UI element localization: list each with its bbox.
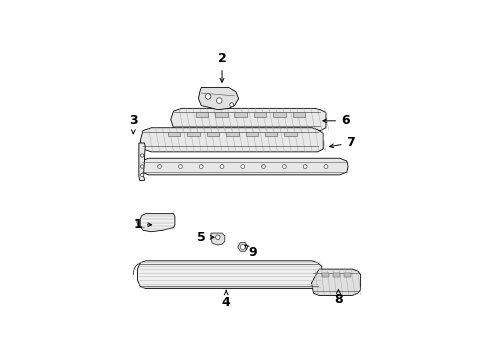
Polygon shape (196, 112, 208, 117)
Circle shape (282, 165, 286, 168)
Circle shape (178, 165, 182, 168)
Circle shape (158, 165, 162, 168)
Polygon shape (284, 132, 297, 136)
Text: 8: 8 (334, 289, 343, 306)
Polygon shape (215, 112, 227, 117)
Circle shape (216, 235, 220, 239)
Circle shape (141, 154, 144, 157)
Text: 1: 1 (133, 218, 151, 231)
Text: 7: 7 (330, 136, 355, 149)
Circle shape (230, 103, 234, 107)
Text: 4: 4 (222, 290, 231, 309)
Polygon shape (265, 132, 277, 136)
Polygon shape (245, 132, 258, 136)
Text: 6: 6 (323, 114, 350, 127)
Polygon shape (238, 243, 248, 251)
Circle shape (141, 173, 144, 176)
Polygon shape (140, 214, 175, 232)
Circle shape (199, 165, 203, 168)
Circle shape (217, 98, 222, 103)
Polygon shape (333, 273, 340, 278)
Polygon shape (322, 273, 329, 278)
Polygon shape (211, 233, 225, 245)
Text: 3: 3 (129, 114, 138, 134)
Polygon shape (140, 158, 348, 175)
Circle shape (141, 165, 144, 168)
Circle shape (303, 165, 307, 168)
Polygon shape (273, 112, 286, 117)
Polygon shape (226, 132, 239, 136)
Circle shape (205, 94, 211, 99)
Polygon shape (198, 87, 239, 110)
Polygon shape (344, 273, 351, 278)
Polygon shape (140, 128, 323, 152)
Circle shape (220, 165, 224, 168)
Polygon shape (168, 132, 180, 136)
Polygon shape (139, 143, 145, 180)
Polygon shape (293, 112, 305, 117)
Polygon shape (254, 112, 267, 117)
Text: 5: 5 (197, 231, 214, 244)
Text: 9: 9 (245, 245, 257, 259)
Circle shape (324, 165, 328, 168)
Polygon shape (235, 112, 247, 117)
Polygon shape (187, 132, 200, 136)
Text: 2: 2 (218, 52, 226, 82)
Polygon shape (171, 108, 326, 131)
Polygon shape (138, 261, 322, 288)
Circle shape (262, 165, 266, 168)
Circle shape (241, 165, 245, 168)
Circle shape (240, 244, 245, 249)
Polygon shape (207, 132, 219, 136)
Polygon shape (312, 269, 361, 296)
